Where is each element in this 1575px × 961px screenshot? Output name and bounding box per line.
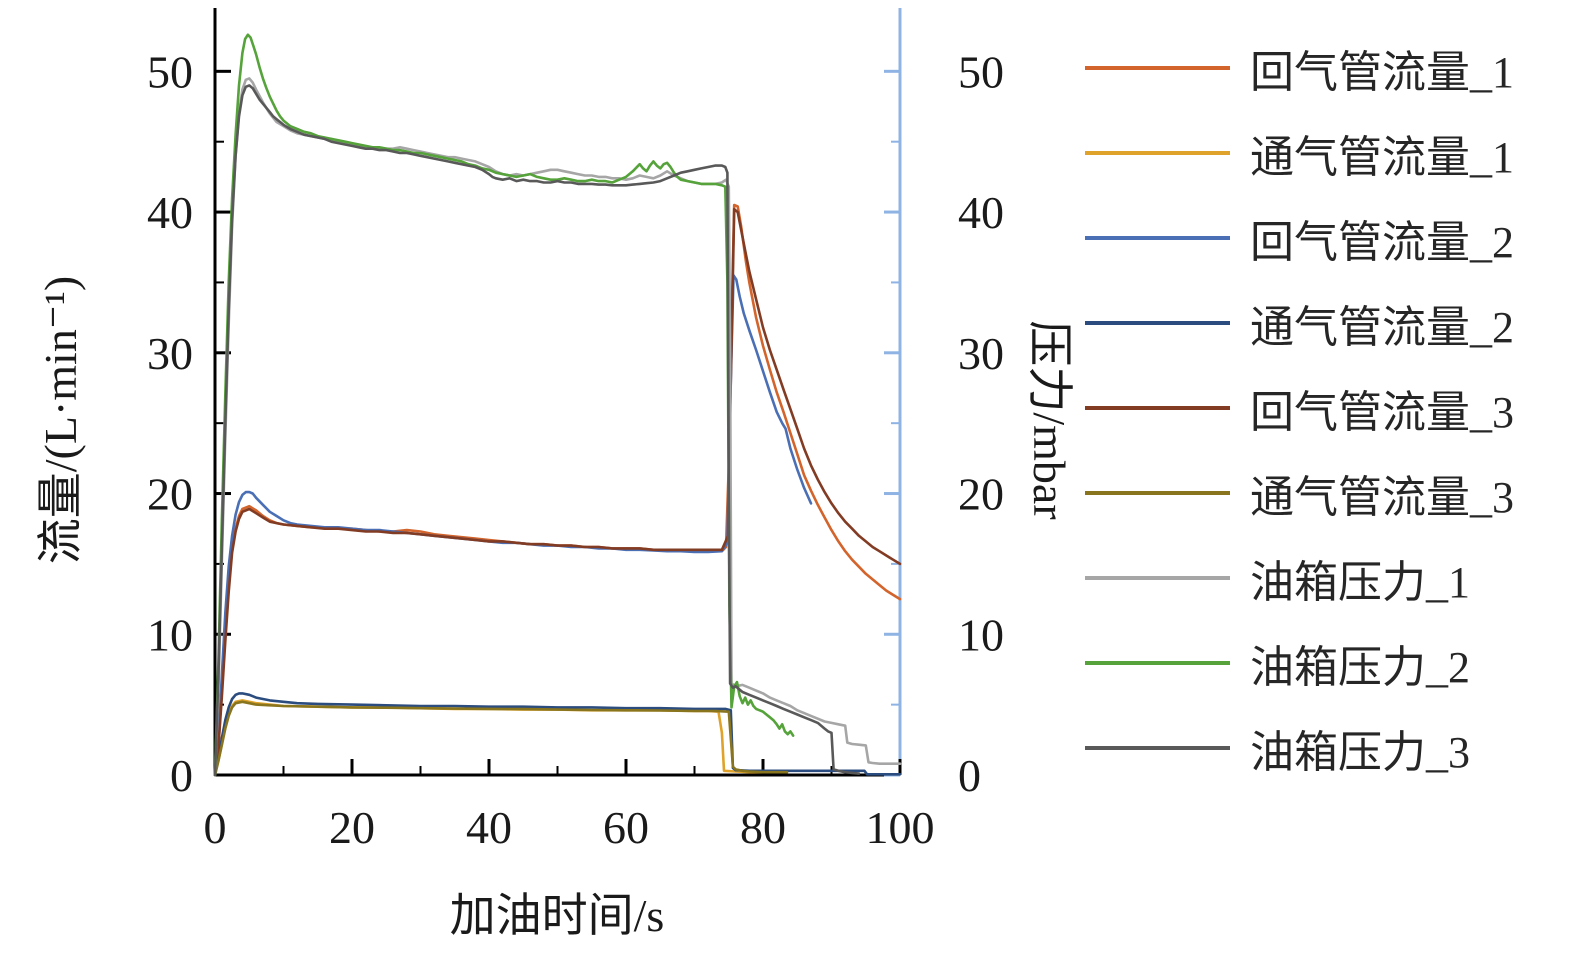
y-left-tick-label: 30 bbox=[147, 328, 193, 379]
x-tick-label: 20 bbox=[329, 802, 375, 853]
legend-label: 油箱压力_1 bbox=[1250, 557, 1470, 607]
x-tick-label: 60 bbox=[603, 802, 649, 853]
legend-label: 回气管流量_1 bbox=[1250, 47, 1514, 97]
series-line-9 bbox=[213, 84, 861, 777]
x-tick-label: 40 bbox=[466, 802, 512, 853]
legend-item-1: 回气管流量_1 bbox=[1085, 25, 1514, 110]
y-left-tick-label: 10 bbox=[147, 609, 193, 660]
series-line-8 bbox=[213, 33, 795, 777]
y-left-tick-label: 40 bbox=[147, 187, 193, 238]
y-right-tick-label: 40 bbox=[958, 187, 1004, 238]
series-line-5 bbox=[213, 207, 902, 777]
series-line-1 bbox=[213, 203, 902, 777]
legend-line-swatch bbox=[1085, 405, 1230, 410]
x-axis-title: 加油时间/s bbox=[449, 890, 665, 941]
legend-line-swatch bbox=[1085, 745, 1230, 750]
legend-item-6: 通气管流量_3 bbox=[1085, 450, 1514, 535]
y-right-tick-label: 0 bbox=[958, 750, 981, 801]
legend-label: 回气管流量_3 bbox=[1250, 387, 1514, 437]
x-tick-label: 80 bbox=[740, 802, 786, 853]
legend-line-swatch bbox=[1085, 235, 1230, 240]
legend-label: 回气管流量_2 bbox=[1250, 217, 1514, 267]
y-left-tick-label: 0 bbox=[170, 750, 193, 801]
y-right-tick-label: 10 bbox=[958, 609, 1004, 660]
legend-line-swatch bbox=[1085, 575, 1230, 580]
y-right-tick-label: 30 bbox=[958, 328, 1004, 379]
y-left-tick-label: 20 bbox=[147, 469, 193, 520]
legend-item-3: 回气管流量_2 bbox=[1085, 195, 1514, 280]
legend-line-swatch bbox=[1085, 660, 1230, 665]
y-right-tick-label: 20 bbox=[958, 469, 1004, 520]
y-left-tick-label: 50 bbox=[147, 46, 193, 97]
series-line-3 bbox=[213, 274, 813, 777]
legend-item-2: 通气管流量_1 bbox=[1085, 110, 1514, 195]
legend-line-swatch bbox=[1085, 320, 1230, 325]
legend-item-7: 油箱压力_1 bbox=[1085, 535, 1514, 620]
legend-item-5: 回气管流量_3 bbox=[1085, 365, 1514, 450]
legend-line-swatch bbox=[1085, 150, 1230, 155]
y-right-tick-label: 50 bbox=[958, 46, 1004, 97]
legend-item-9: 油箱压力_3 bbox=[1085, 705, 1514, 790]
x-tick-label: 0 bbox=[204, 802, 227, 853]
legend-line-swatch bbox=[1085, 490, 1230, 495]
series-line-4 bbox=[213, 692, 902, 777]
legend-item-4: 通气管流量_2 bbox=[1085, 280, 1514, 365]
legend-label: 通气管流量_1 bbox=[1250, 132, 1514, 182]
y-axis-right-title: 压力/mbar bbox=[1024, 320, 1075, 520]
legend-label: 通气管流量_3 bbox=[1250, 472, 1514, 522]
series-line-6 bbox=[213, 700, 789, 777]
legend-line-swatch bbox=[1085, 65, 1230, 70]
chart-legend: 回气管流量_1 通气管流量_1 回气管流量_2 通气管流量_2 回气管流量_3 通气管流量… bbox=[1085, 25, 1514, 790]
y-axis-left-title: 流量/(L·min⁻¹) bbox=[35, 275, 86, 565]
legend-label: 油箱压力_2 bbox=[1250, 642, 1470, 692]
legend-item-8: 油箱压力_2 bbox=[1085, 620, 1514, 705]
legend-label: 通气管流量_2 bbox=[1250, 302, 1514, 352]
legend-label: 油箱压力_3 bbox=[1250, 727, 1470, 777]
x-tick-label: 100 bbox=[866, 802, 935, 853]
